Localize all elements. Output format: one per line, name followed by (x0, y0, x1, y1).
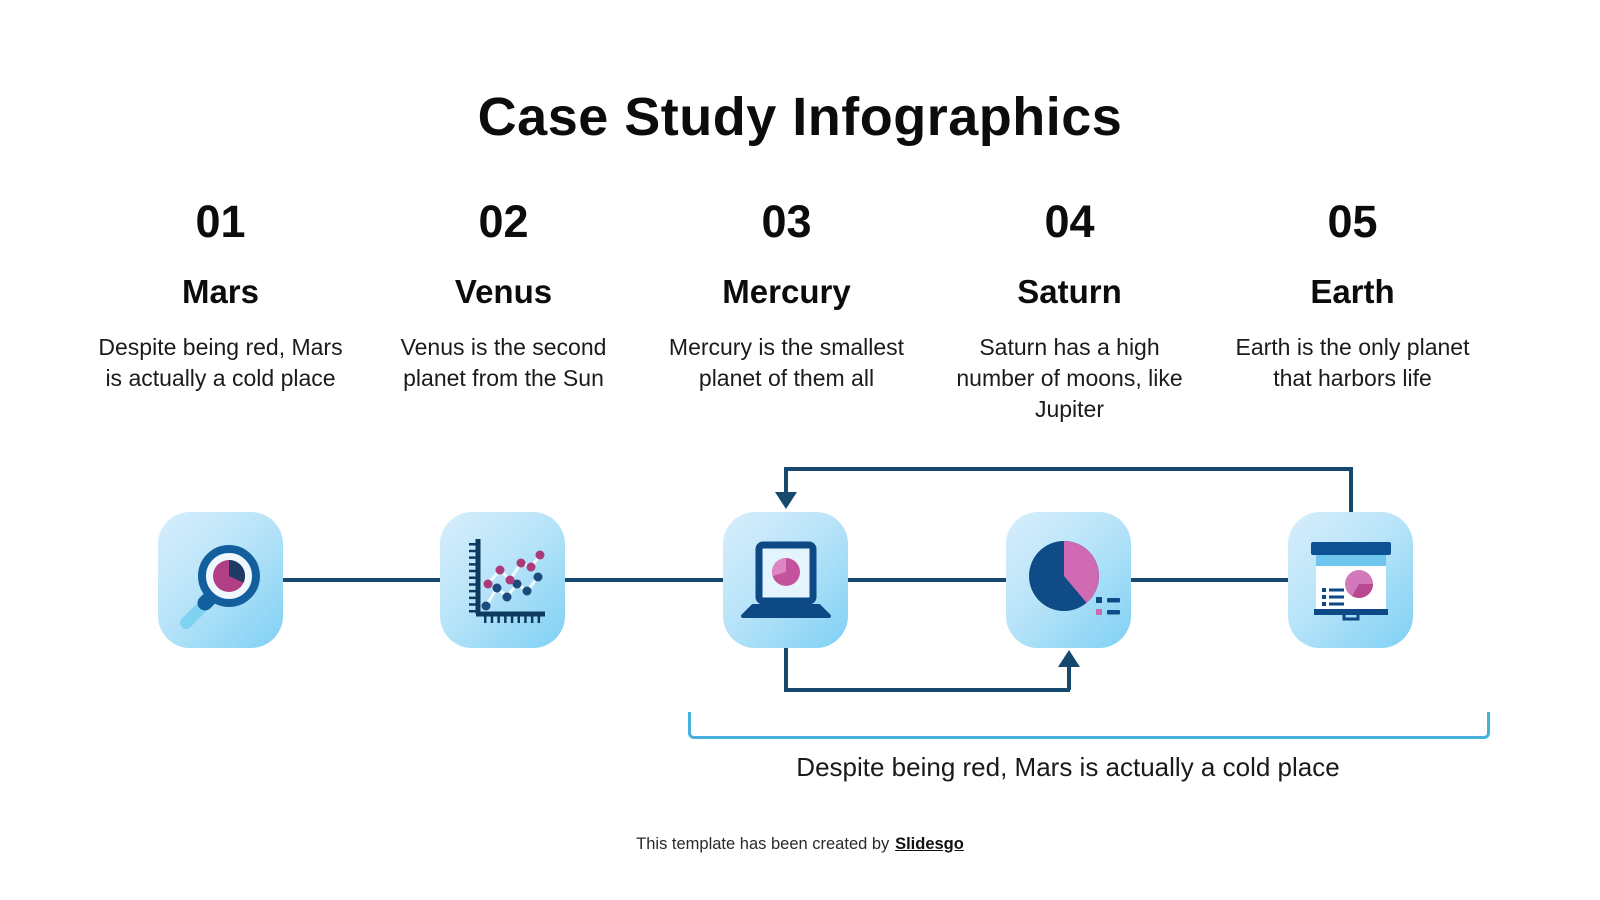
step-title: Mercury (722, 273, 851, 310)
step-title: Saturn (1017, 273, 1122, 310)
callout-bracket (688, 712, 1490, 739)
magnifier-pie-icon (180, 545, 260, 629)
connector-step4-step5 (1131, 578, 1288, 582)
laptop-pie-icon (741, 541, 831, 618)
step-description: Venus is the second planet from the Sun (400, 334, 607, 391)
step-number: 04 (1044, 196, 1095, 247)
footer: This template has been created by Slidesg… (0, 835, 1600, 854)
top-route-vertical-right (1349, 467, 1353, 512)
step-description: Saturn has a high number of moons, like … (956, 334, 1183, 422)
step-column-mars: 01 Mars Despite being red, Mars is actua… (79, 196, 362, 425)
bottom-route-vertical-left (784, 648, 788, 692)
step2-tile (440, 512, 565, 648)
steps-row: 01 Mars Despite being red, Mars is actua… (79, 196, 1494, 425)
bottom-route-arrow-shaft (1067, 666, 1071, 690)
step-title: Venus (454, 273, 553, 310)
step-column-saturn: 04 Saturn Saturn has a high number of mo… (928, 196, 1211, 425)
presentation-screen-icon (1311, 542, 1391, 621)
connector-step2-step3 (565, 578, 723, 582)
step-title: Earth (1310, 273, 1395, 310)
step-column-earth: 05 Earth Earth is the only planet that h… (1211, 196, 1494, 425)
step1-tile (158, 512, 283, 648)
step-description: Earth is the only planet that harbors li… (1235, 334, 1470, 391)
step-description: Despite being red, Mars is actually a co… (98, 334, 343, 391)
arrow-up-icon (1058, 650, 1080, 667)
page-title: Case Study Infographics (477, 87, 1123, 147)
arrow-down-icon (775, 492, 797, 509)
pie-chart-icon (1029, 541, 1120, 615)
connector-step3-step4 (848, 578, 1006, 582)
step5-tile (1288, 512, 1413, 648)
top-route-arrow-shaft (784, 467, 788, 493)
step-column-venus: 02 Venus Venus is the second planet from… (362, 196, 645, 425)
step-column-mercury: 03 Mercury Mercury is the smallest plane… (645, 196, 928, 425)
callout-text: Despite being red, Mars is actually a co… (796, 752, 1340, 782)
footer-credit-text: This template has been created by (636, 835, 890, 853)
slidesgo-link[interactable]: Slidesgo (895, 835, 964, 853)
step3-tile (723, 512, 848, 648)
step-title: Mars (181, 273, 260, 310)
top-route-horizontal (784, 467, 1353, 471)
connector-step1-step2 (283, 578, 440, 582)
step-number: 01 (195, 196, 246, 247)
line-chart-icon (469, 539, 545, 623)
step-description: Mercury is the smallest planet of them a… (668, 334, 905, 391)
step4-tile (1006, 512, 1131, 648)
bottom-route-horizontal (784, 688, 1070, 692)
step-number: 05 (1327, 196, 1378, 247)
step-number: 02 (478, 196, 529, 247)
step-number: 03 (761, 196, 812, 247)
